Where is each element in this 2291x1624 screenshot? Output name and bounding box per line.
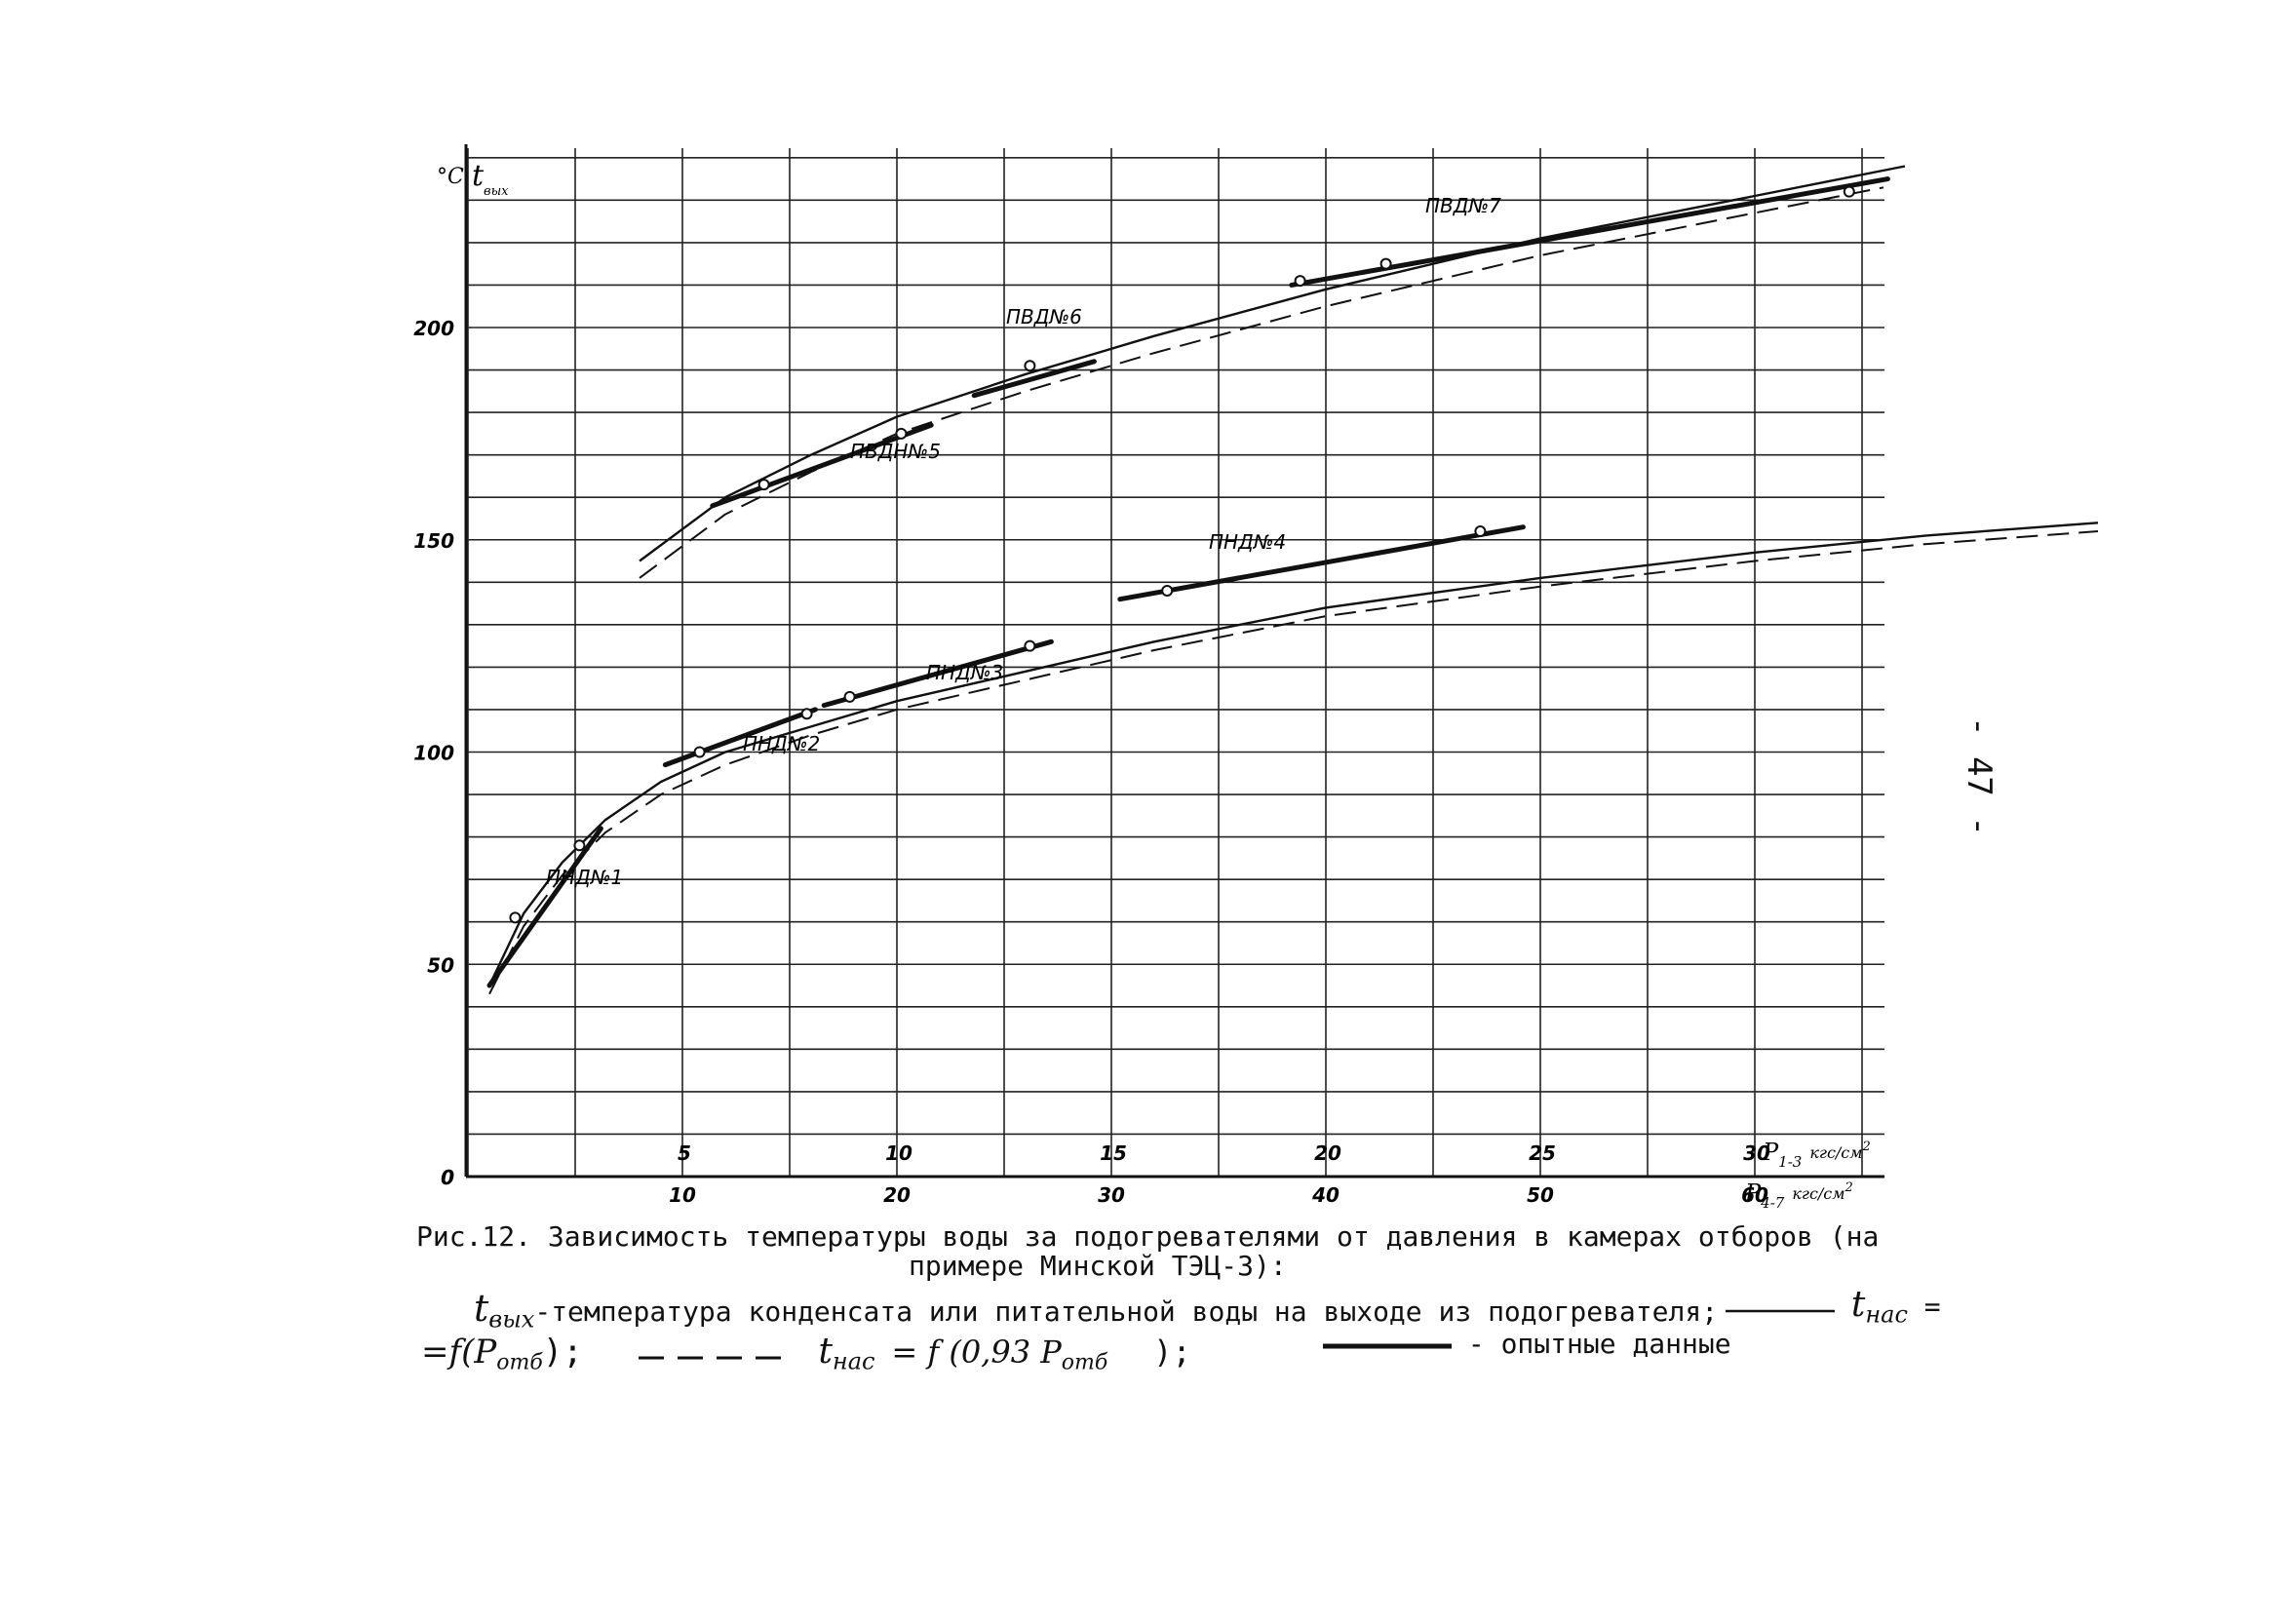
- legend-dashed-t: t: [818, 1332, 833, 1372]
- legend-solid-t: t: [1850, 1285, 1866, 1325]
- x-axis-title-p13: P1-3 кгс/см2: [1762, 1139, 1871, 1171]
- curve-annotation: ПНД№4: [1209, 530, 1286, 554]
- experimental-point: [693, 746, 706, 758]
- curve-tnas: [639, 165, 1906, 562]
- experimental-segment: [486, 826, 603, 988]
- curve-tnas-093: [639, 186, 1884, 579]
- caption-legend-line2: =f(Pотб); tнас = f (0,93 Pотб );: [421, 1332, 1191, 1375]
- experimental-point: [1024, 360, 1036, 372]
- chart-experimental-data: [486, 176, 1890, 988]
- legend-dashed-formula-end: );: [1153, 1334, 1191, 1371]
- experimental-point: [573, 839, 586, 852]
- legend-experimental-label: - опытные данные: [1467, 1328, 1731, 1360]
- experimental-point: [1024, 639, 1036, 652]
- curve-annotation: ПВД№6: [1006, 305, 1082, 329]
- x-tick-label-p13: 20: [1314, 1141, 1341, 1165]
- experimental-segment: [971, 359, 1097, 399]
- x-axis-title-p47: P4-7 кгс/см2: [1744, 1179, 1853, 1212]
- experimental-point: [895, 427, 908, 440]
- x-tick-label-p13: 10: [885, 1141, 913, 1165]
- legend-dashed-t-sub: нас: [832, 1347, 875, 1375]
- y-axis-symbol: t: [472, 159, 485, 193]
- experimental-point: [1843, 185, 1855, 198]
- x-tick-label-p47: 60: [1741, 1183, 1768, 1207]
- y-tick-label: 200: [413, 317, 454, 340]
- experimental-point: [800, 708, 813, 720]
- curve-annotation: ПНД№1: [546, 866, 623, 889]
- x-tick-label-p13: 25: [1529, 1141, 1556, 1165]
- y-axis-symbol-sub: вых: [484, 184, 509, 199]
- page-number: - 47 -: [1960, 716, 1999, 836]
- curve-tnas-093: [488, 530, 2099, 995]
- legend-solid-label: tнас =: [1726, 1285, 1941, 1329]
- y-tick-label: 150: [413, 529, 454, 553]
- curve-annotation: ПВДН№5: [850, 440, 941, 463]
- legend-experimental: - опытные данные: [1323, 1328, 1731, 1360]
- x-tick-label-p47: 40: [1311, 1183, 1340, 1207]
- legend-solid-eq: =: [1923, 1291, 1941, 1323]
- y-axis-unit: °C: [437, 165, 464, 189]
- legend-t-symbol: t: [474, 1287, 489, 1330]
- experimental-point: [843, 690, 856, 703]
- experimental-point: [1474, 525, 1487, 538]
- x-tick-label-p13: 5: [678, 1141, 691, 1165]
- experimental-point: [757, 479, 770, 491]
- curve-annotation: ПВД№7: [1425, 194, 1501, 217]
- curve-annotation: ПНД№2: [743, 732, 820, 755]
- x-tick-label-p47: 30: [1098, 1183, 1125, 1207]
- legend-dashed-formula-sub: отб: [1061, 1350, 1108, 1375]
- curve-annotation: ПНД№3: [926, 661, 1003, 684]
- x-tick-label-p13: 15: [1100, 1141, 1127, 1165]
- experimental-segment: [821, 638, 1054, 709]
- x-origin-label: 0: [441, 1166, 454, 1189]
- chart-grid: [466, 148, 1884, 1178]
- legend-dashed-line-icon: [638, 1356, 785, 1360]
- chart-axes: [464, 144, 1884, 1179]
- chart-labels: 0 50 100 150 200 °C t вых 5 10 15 20 25 30 10 20 30 40 50 6…: [413, 159, 1871, 1212]
- legend-t-subscript: вых: [488, 1305, 535, 1334]
- legend-experimental-line-icon: [1323, 1343, 1452, 1349]
- experimental-point: [509, 911, 522, 924]
- x-tick-label-p47: 10: [669, 1183, 696, 1207]
- y-tick-label: 100: [413, 742, 454, 765]
- caption-legend-line1: tвых-температура конденсата или питатель…: [474, 1287, 1718, 1334]
- legend-description: -температура конденсата или питательной …: [534, 1295, 1719, 1328]
- experimental-segment: [662, 707, 818, 768]
- legend-solid-t-sub: нас: [1865, 1300, 1908, 1329]
- caption-title-line1: Рис.12. Зависимость температуры воды за …: [416, 1220, 1880, 1253]
- legend-solid-formula-end: );: [542, 1333, 583, 1372]
- legend-solid-formula: =f(P: [421, 1333, 497, 1372]
- experimental-point: [1379, 257, 1392, 270]
- legend-dashed-formula: = f (0,93 P: [891, 1334, 1062, 1371]
- experimental-point: [1161, 585, 1174, 598]
- legend-solid-line-icon: [1726, 1309, 1835, 1313]
- experimental-point: [1294, 275, 1306, 288]
- chart-series: [487, 165, 2099, 995]
- experimental-segment: [710, 422, 934, 509]
- experimental-segment: [1289, 176, 1890, 288]
- x-tick-label-p13: 30: [1743, 1141, 1770, 1165]
- y-tick-label: 0: [441, 1166, 454, 1189]
- x-tick-label-p47: 20: [883, 1183, 911, 1207]
- caption-title-line2: примере Минской ТЭЦ-3):: [909, 1250, 1287, 1282]
- y-tick-label: 50: [427, 953, 454, 977]
- experimental-segment: [1117, 524, 1526, 602]
- legend-solid-formula-sub: отб: [496, 1350, 543, 1375]
- x-tick-label-p47: 50: [1527, 1183, 1554, 1207]
- curve-tnas: [487, 522, 2099, 986]
